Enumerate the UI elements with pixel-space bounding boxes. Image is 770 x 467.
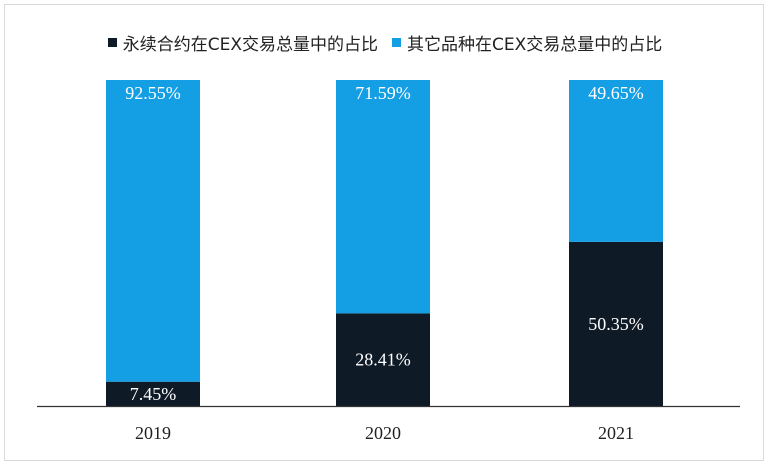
legend-label-perpetual: 永续合约在CEX交易总量中的占比 <box>122 35 378 55</box>
legend-item-perpetual: 永续合约在CEX交易总量中的占比 <box>107 30 378 55</box>
data-label-other-2021: 49.65% <box>588 83 644 103</box>
x-tick-label-2020: 2020 <box>365 423 401 443</box>
data-label-perpetual-2021: 50.35% <box>588 314 644 334</box>
bar-perpetual-2020 <box>336 313 430 406</box>
data-label-other-2020: 71.59% <box>355 83 411 103</box>
bar-perpetual-2019 <box>106 381 200 406</box>
legend-swatch-other <box>392 38 401 47</box>
data-label-perpetual-2019: 7.45% <box>130 384 177 404</box>
legend-item-other: 其它品种在CEX交易总量中的占比 <box>392 30 662 55</box>
bar-other-2019 <box>106 80 200 382</box>
bar-perpetual-2021 <box>569 241 663 406</box>
data-label-other-2019: 92.55% <box>125 83 181 103</box>
data-label-perpetual-2020: 28.41% <box>355 350 411 370</box>
legend-label-other: 其它品种在CEX交易总量中的占比 <box>407 35 663 55</box>
bar-other-2021 <box>569 80 663 242</box>
bar-other-2020 <box>336 80 430 314</box>
legend: 永续合约在CEX交易总量中的占比 其它品种在CEX交易总量中的占比 <box>0 30 770 55</box>
legend-swatch-perpetual <box>107 38 117 47</box>
x-tick-label-2021: 2021 <box>598 423 634 443</box>
x-tick-label-2019: 2019 <box>135 423 171 443</box>
